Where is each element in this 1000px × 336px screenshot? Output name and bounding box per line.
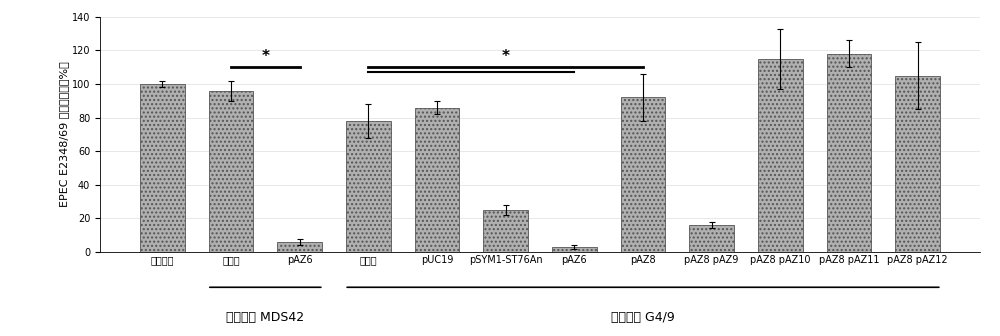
Text: *: *	[502, 49, 510, 64]
Bar	[483, 210, 528, 252]
Bar	[758, 59, 803, 252]
Bar	[895, 76, 940, 252]
Bar	[552, 247, 597, 252]
Bar	[689, 225, 734, 252]
Bar	[415, 108, 459, 252]
Bar	[621, 97, 665, 252]
Y-axis label: EPEC E2348/69 的附着效率（%）: EPEC E2348/69 的附着效率（%）	[59, 61, 69, 207]
Bar	[277, 242, 322, 252]
Text: 大肠杆菌 G4/9: 大肠杆菌 G4/9	[611, 311, 675, 324]
Bar	[827, 54, 871, 252]
Bar	[209, 91, 253, 252]
Bar	[346, 121, 391, 252]
Text: *: *	[261, 49, 269, 64]
Bar	[140, 84, 185, 252]
Text: 大肠杆菌 MDS42: 大肠杆菌 MDS42	[226, 311, 304, 324]
